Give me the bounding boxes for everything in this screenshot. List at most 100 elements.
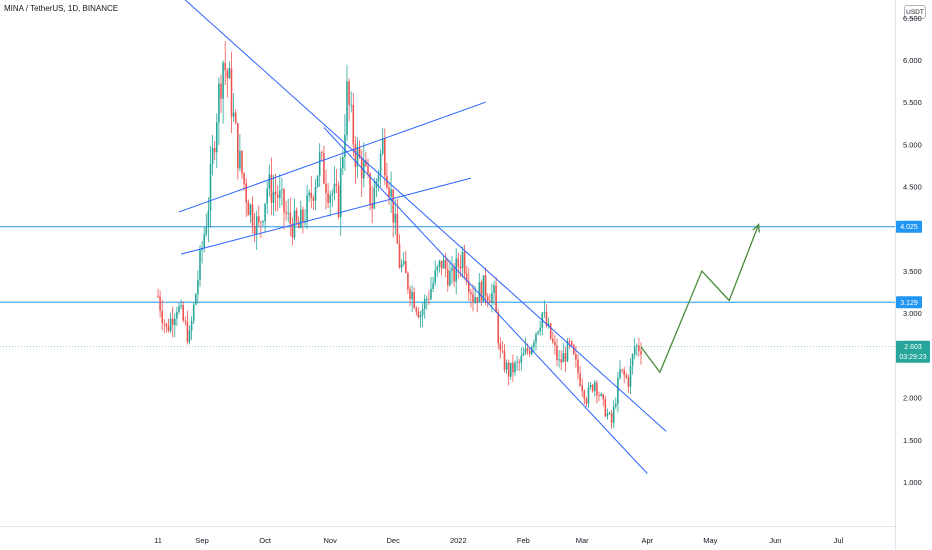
candle-body <box>568 340 571 342</box>
y-tick-label: 6.500 <box>903 14 922 23</box>
candle-body <box>405 260 407 274</box>
candle-body <box>543 311 546 313</box>
candle-body <box>251 204 254 227</box>
candle-body <box>182 305 184 321</box>
candle-body <box>388 187 390 197</box>
candle-body <box>291 223 294 238</box>
candle-body <box>169 318 172 331</box>
x-tick-label: Sep <box>195 536 208 545</box>
candle-body <box>312 197 315 201</box>
candle-body <box>392 189 394 223</box>
candle-body <box>539 327 541 332</box>
candle-body <box>228 68 231 79</box>
candle-body <box>287 212 289 214</box>
candle-body <box>491 293 493 303</box>
candle-body <box>573 345 575 355</box>
x-axis: 11 Sep Oct Nov Dec 2022 Feb Mar Apr May Jun Jul <box>154 536 843 545</box>
candle-body <box>325 183 327 194</box>
candle-body <box>220 83 222 99</box>
level-price-label: 4.025 <box>900 224 918 231</box>
candle-body <box>612 406 615 423</box>
candle-body <box>608 413 611 414</box>
candle-body <box>461 251 464 269</box>
candle-body <box>279 190 281 198</box>
candle-body <box>545 311 548 326</box>
candle-body <box>497 312 499 344</box>
candle-body <box>621 369 623 370</box>
level-price-badge <box>896 296 922 309</box>
candle-body <box>615 403 617 407</box>
candle-body <box>186 321 189 342</box>
candle-body <box>526 348 529 351</box>
candle-body <box>482 275 485 302</box>
candle-body <box>426 298 428 300</box>
candle-body <box>218 83 220 123</box>
candle-body <box>323 153 325 184</box>
candle-body <box>335 183 338 186</box>
y-tick-label: 6.000 <box>903 56 922 65</box>
candle-body <box>339 168 342 217</box>
candle-body <box>402 260 405 265</box>
candle-body <box>619 369 621 378</box>
candle-body <box>472 294 474 303</box>
candle-body <box>176 312 178 319</box>
candle-body <box>600 394 602 396</box>
candle-body <box>163 322 166 324</box>
candle-body <box>367 165 369 174</box>
candle-body <box>199 250 201 281</box>
candle-body <box>184 320 187 322</box>
candle-body <box>505 362 508 370</box>
y-tick-label: 5.500 <box>903 98 922 107</box>
candle-body <box>554 342 556 346</box>
x-tick-label: Jun <box>769 536 781 545</box>
candle-body <box>436 266 439 271</box>
y-tick-label: 3.500 <box>903 267 922 276</box>
y-tick-label: 1.000 <box>903 478 922 487</box>
candle-body <box>503 350 506 370</box>
x-tick-label: 11 <box>154 536 162 545</box>
candle-body <box>533 342 535 347</box>
candle-body <box>211 147 214 164</box>
level-price-badge <box>896 220 922 233</box>
forecast-arrowhead <box>752 223 760 233</box>
candle-body <box>453 267 455 282</box>
candle-body <box>602 394 604 400</box>
candle-body <box>230 68 233 117</box>
candle-body <box>283 189 285 213</box>
candle-body <box>310 192 313 198</box>
candle-body <box>535 333 537 343</box>
candle-body <box>375 181 378 188</box>
candle-body <box>188 330 191 342</box>
candle-body <box>232 112 235 117</box>
candle-body <box>377 174 380 182</box>
candle-body <box>270 174 273 203</box>
candle-body <box>617 377 619 404</box>
candle-body <box>409 289 411 299</box>
candle-body <box>627 377 630 387</box>
x-tick-label: Oct <box>259 536 272 545</box>
candle-body <box>371 203 373 209</box>
candle-body <box>629 365 632 387</box>
candle-body <box>575 354 577 360</box>
candle-body <box>333 183 336 194</box>
candle-body <box>262 221 264 223</box>
currency-unit-button[interactable]: USDT <box>904 5 926 19</box>
candle-body <box>516 361 518 363</box>
candle-body <box>560 359 562 363</box>
candle-body <box>537 331 539 334</box>
candle-body <box>413 292 415 308</box>
candle-body <box>564 353 567 362</box>
candle-body <box>596 382 598 396</box>
candle-body <box>449 270 451 286</box>
candle-body <box>316 175 319 187</box>
candle-body <box>222 62 224 99</box>
candle-body <box>604 399 607 417</box>
candle-body <box>239 150 241 169</box>
candle-body <box>518 361 520 363</box>
candle-body <box>381 138 384 154</box>
forecast-arrow <box>640 223 760 374</box>
candle-body <box>474 297 476 303</box>
candle-body <box>396 213 399 244</box>
trendlines <box>178 0 667 474</box>
